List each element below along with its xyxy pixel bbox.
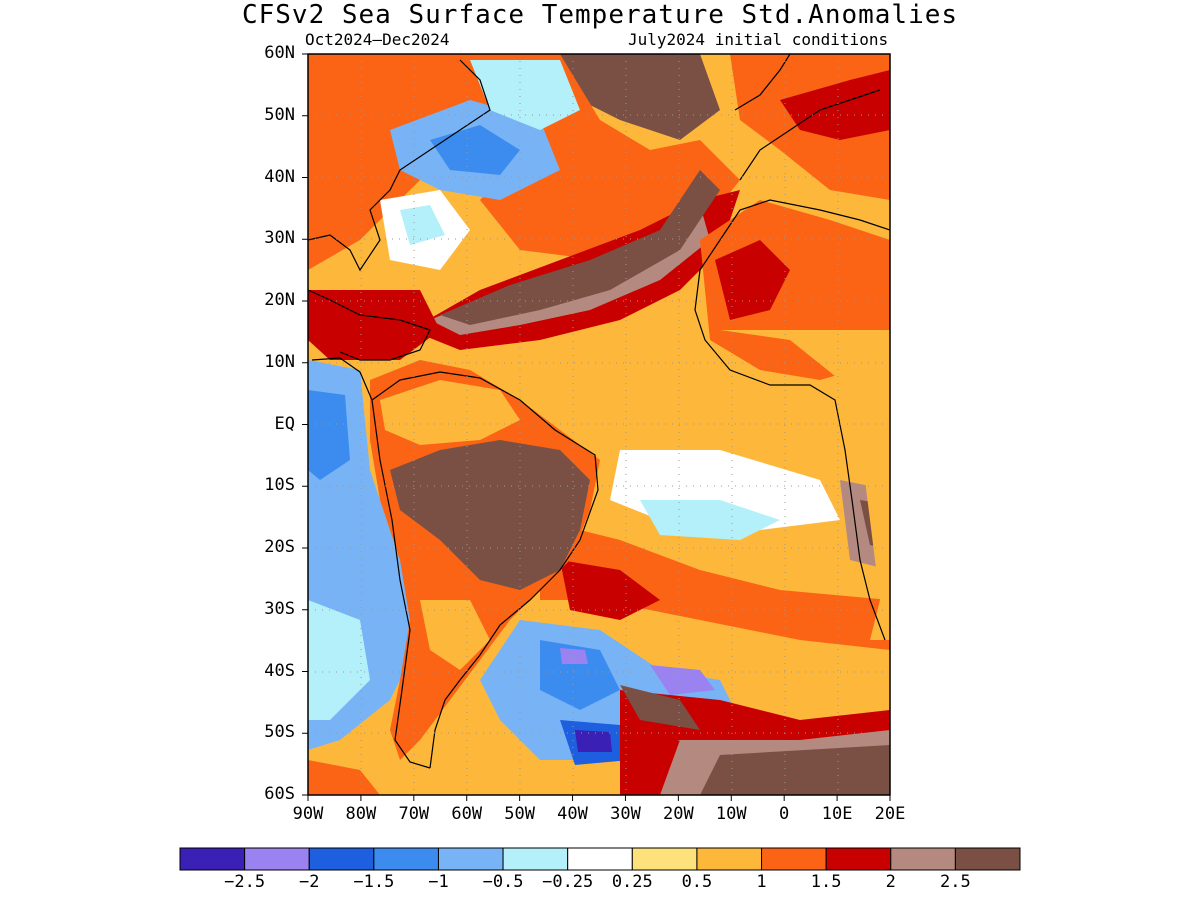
lat-label: 50S [264,722,295,743]
lon-label: 10E [821,804,853,824]
lat-label: 20N [264,290,295,310]
lon-label: 70W [398,804,430,824]
colorbar-label: −2.5 [224,872,266,892]
colorbar-label: 1 [756,872,767,892]
colorbar-label: 2 [885,872,896,892]
colorbar-swatch [308,847,375,871]
colorbar-swatch [502,847,569,871]
anomaly-field [308,54,890,795]
lon-label: 30W [610,804,641,824]
lon-label: 10W [715,804,747,824]
colorbar-swatch [567,847,633,871]
lon-label: 20E [874,804,906,824]
lon-label: 20W [663,804,694,824]
lon-label: 0 [779,804,790,824]
map-title: CFSv2 Sea Surface Temperature Std.Anomal… [241,0,959,30]
lon-label: 90W [292,804,324,824]
lon-label: 80W [345,804,377,824]
colorbar-label: 0.5 [681,872,713,892]
colorbar-swatch [825,847,892,871]
colorbar-label: 0.25 [611,872,653,892]
colorbar-label: −2 [298,872,320,892]
colorbar-label: −1.5 [353,872,395,892]
lon-label: 40W [557,804,588,824]
lat-label: 40S [264,660,295,681]
lat-label: 60S [264,784,295,804]
colorbar-swatch [696,847,763,871]
colorbar-label: −0.5 [482,872,524,892]
colorbar-label: 1.5 [810,872,842,892]
lat-label: 50N [264,104,295,125]
colorbar-swatch [244,847,310,871]
lat-label: 10N [264,351,295,372]
colorbar-label: 2.5 [940,872,971,892]
lat-label: 20S [264,537,295,557]
lat-label: EQ [274,413,295,434]
initial-conditions: July2024 initial conditions [628,30,889,49]
colorbar-label: −0.25 [542,872,594,892]
lon-label: 60W [451,804,483,824]
colorbar-swatch [631,847,698,871]
lat-label: 60N [264,43,295,63]
colorbar-swatch [890,847,956,871]
colorbar-swatch [437,847,504,871]
lat-label: 30S [264,598,295,619]
colorbar-swatch [954,847,1021,871]
forecast-period: Oct2024–Dec2024 [305,30,450,49]
colorbar [179,847,1021,871]
colorbar-swatch [373,847,439,871]
colorbar-swatch [179,847,246,871]
lat-label: 40N [264,166,295,187]
lat-label: 10S [264,475,295,496]
lat-label: 30N [264,228,295,249]
lon-label: 50W [504,804,535,824]
colorbar-swatch [761,847,827,871]
colorbar-label: −1 [428,872,449,892]
